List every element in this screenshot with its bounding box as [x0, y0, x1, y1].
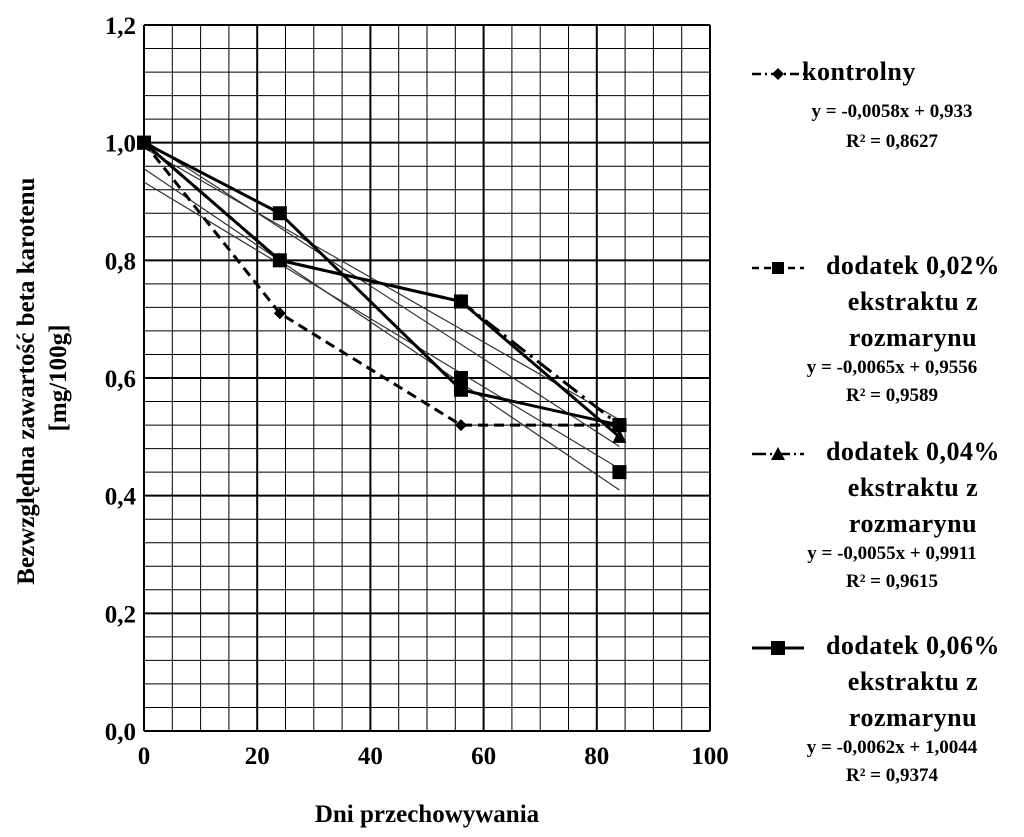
legend-equation: y = -0,0055x + 0,9911 [807, 543, 977, 564]
data-point-series-3 [272, 206, 287, 221]
y-tick-label: 0,0 [105, 719, 136, 746]
x-tick-label: 80 [584, 743, 609, 770]
data-point-series-2 [272, 252, 287, 267]
y-tick-label: 0,6 [105, 366, 136, 393]
legend-swatch-kontrolny [752, 68, 804, 80]
x-tick-label: 60 [471, 743, 496, 770]
trendline-series-1 [143, 168, 620, 491]
legend-label: ekstraktu z [847, 287, 979, 316]
legend-r2: R² = 0,9615 [846, 571, 938, 592]
legend-label: dodatek 0,04% [825, 437, 1001, 466]
legend-r2: R² = 0,9374 [846, 765, 938, 786]
legend-label: dodatek 0,06% [825, 631, 1001, 660]
x-axis-ticks: 0 20 40 60 80 100 [138, 743, 729, 770]
data-point-series-0 [454, 419, 467, 432]
legend-equation: y = -0,0062x + 1,0044 [806, 737, 978, 758]
data-point-series-2 [453, 293, 468, 308]
series-lines [142, 141, 621, 438]
series-line-2 [143, 141, 621, 438]
y-tick-label: 0,2 [105, 601, 136, 628]
y-axis-ticks: 0,0 0,2 0,4 0,6 0,8 1,0 1,2 [105, 13, 137, 746]
legend-label: ekstraktu z [847, 667, 979, 696]
line-chart: 0 20 40 60 80 100 0,0 0,2 0,4 0,6 0,8 1,0 1,2 Dni p… [13, 13, 729, 828]
y-axis-title-line-2: [mg/100g] [45, 325, 72, 432]
y-axis-title: Bezwzględna zawartość beta karotenu [mg/… [13, 171, 72, 584]
legend-label: kontrolny [802, 57, 916, 86]
y-axis-title-line-1: Bezwzględna zawartość beta karotenu [13, 177, 40, 584]
trendline-series-3 [143, 139, 620, 447]
y-tick-label: 0,8 [105, 248, 136, 275]
legend-label: rozmarynu [848, 703, 978, 732]
x-axis-title: Dni przechowywania [315, 801, 540, 828]
series-markers [137, 134, 627, 480]
data-point-series-3 [612, 418, 627, 433]
legend-equation: y = -0,0065x + 0,9556 [806, 357, 978, 378]
y-tick-label: 1,0 [105, 131, 136, 158]
data-point-series-1 [612, 465, 627, 480]
legend-swatch-dodatek-006 [752, 641, 804, 655]
legend-equation: y = -0,0058x + 0,933 [811, 101, 973, 122]
legend-r2: R² = 0,8627 [846, 131, 938, 152]
x-tick-label: 100 [691, 743, 729, 770]
legend-label: rozmarynu [848, 509, 978, 538]
legend: kontrolny y = -0,0058x + 0,933 R² = 0,86… [740, 0, 1024, 837]
legend-swatch-dodatek-002 [752, 262, 804, 274]
x-tick-label: 0 [138, 743, 151, 770]
x-tick-label: 20 [245, 743, 270, 770]
x-tick-label: 40 [358, 743, 383, 770]
data-point-series-0 [273, 307, 286, 320]
legend-r2: R² = 0,9589 [846, 385, 938, 406]
trendlines [143, 139, 620, 491]
trendline-series-0 [143, 181, 620, 470]
y-tick-label: 0,4 [105, 484, 137, 511]
data-point-series-3 [453, 382, 468, 397]
legend-label: rozmarynu [848, 323, 978, 352]
legend-swatch-dodatek-004 [752, 447, 804, 460]
y-tick-label: 1,2 [105, 13, 136, 40]
legend-label: ekstraktu z [847, 473, 979, 502]
series-line-0 [142, 141, 620, 427]
data-point-series-1 [453, 371, 468, 385]
legend-label: dodatek 0,02% [825, 251, 1001, 280]
data-point-series-3 [137, 135, 151, 150]
data-point-series-2 [612, 428, 627, 443]
series-line-3 [143, 141, 620, 427]
